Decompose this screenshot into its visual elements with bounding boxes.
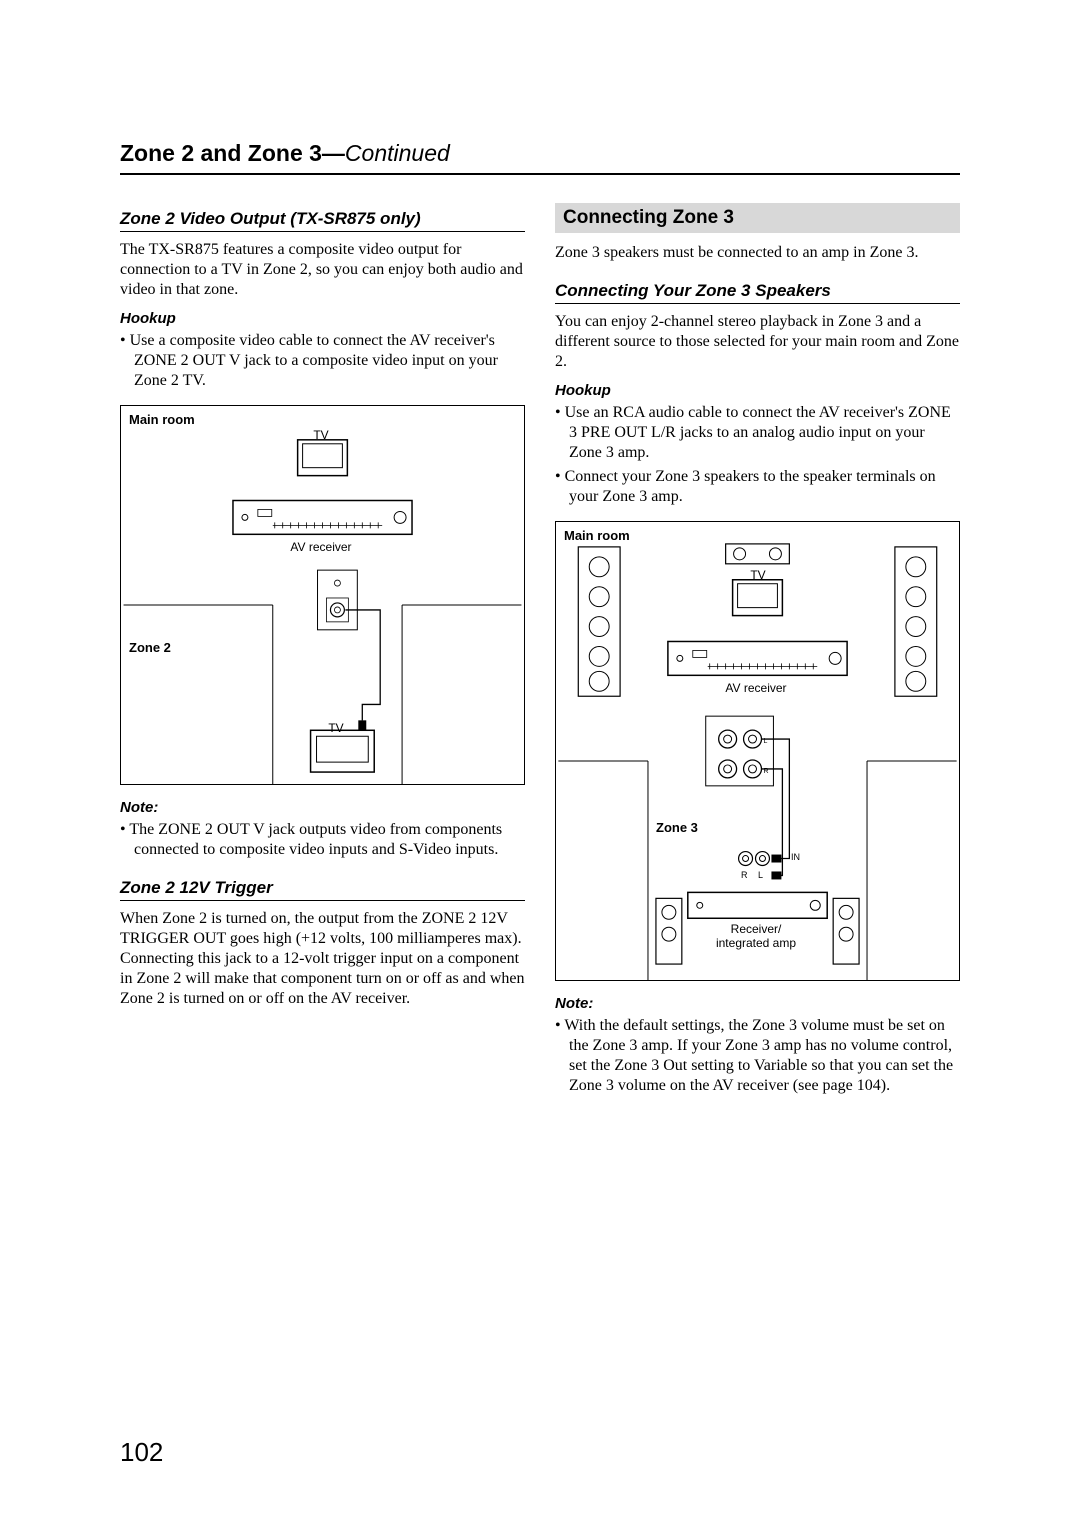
label-tv-top: TV [311,428,331,442]
left-column: Zone 2 Video Output (TX-SR875 only) The … [120,203,525,1104]
hookup-list-right: Use an RCA audio cable to connect the AV… [555,403,960,507]
diagram-zone2: Main room [120,405,525,785]
hookup-item: Use an RCA audio cable to connect the AV… [555,403,960,463]
note-list-right: With the default settings, the Zone 3 vo… [555,1016,960,1096]
para-zone2-trigger: When Zone 2 is turned on, the output fro… [120,909,525,1009]
label-zone3: Zone 3 [656,820,698,835]
diagram-zone2-svg [121,406,524,784]
label-tv-2: TV [748,568,768,582]
heading-hookup-right: Hookup [555,382,960,399]
title-cont: Continued [345,140,450,166]
hookup-list-left: Use a composite video cable to connect t… [120,331,525,391]
heading-zone2-video: Zone 2 Video Output (TX-SR875 only) [120,209,525,232]
heading-zone3-speakers: Connecting Your Zone 3 Speakers [555,281,960,304]
page-title: Zone 2 and Zone 3—Continued [120,140,960,175]
para-zone3-1: Zone 3 speakers must be connected to an … [555,243,960,263]
label-amp: Receiver/ integrated amp [706,922,806,950]
title-dash: — [322,140,345,166]
label-av-receiver: AV receiver [286,540,356,554]
label-l: L [758,870,763,880]
note-item: With the default settings, the Zone 3 vo… [555,1016,960,1096]
label-in: IN [791,852,800,862]
note-list-left: The ZONE 2 OUT V jack outputs video from… [120,820,525,860]
hookup-item: Use a composite video cable to connect t… [120,331,525,391]
title-main: Zone 2 and Zone 3 [120,140,322,166]
heading-hookup-left: Hookup [120,310,525,327]
page-number: 102 [120,1437,163,1468]
heading-note-left: Note: [120,799,525,816]
diagram-zone3-svg: L R [556,522,959,980]
label-main-room: Main room [129,412,195,427]
para-zone2-video: The TX-SR875 features a composite video … [120,240,525,300]
label-tv-zone2: TV [326,721,346,735]
right-column: Connecting Zone 3 Zone 3 speakers must b… [555,203,960,1104]
para-zone3-2: You can enjoy 2-channel stereo playback … [555,312,960,372]
label-av-receiver-2: AV receiver [721,681,791,695]
diagram-zone3: Main room [555,521,960,981]
heading-connecting-zone3: Connecting Zone 3 [555,203,960,233]
note-item: The ZONE 2 OUT V jack outputs video from… [120,820,525,860]
label-zone2: Zone 2 [129,640,171,655]
two-column-layout: Zone 2 Video Output (TX-SR875 only) The … [120,203,960,1104]
hookup-item: Connect your Zone 3 speakers to the spea… [555,467,960,507]
heading-zone2-trigger: Zone 2 12V Trigger [120,878,525,901]
heading-note-right: Note: [555,995,960,1012]
label-r: R [741,870,748,880]
label-main-room-2: Main room [564,528,630,543]
